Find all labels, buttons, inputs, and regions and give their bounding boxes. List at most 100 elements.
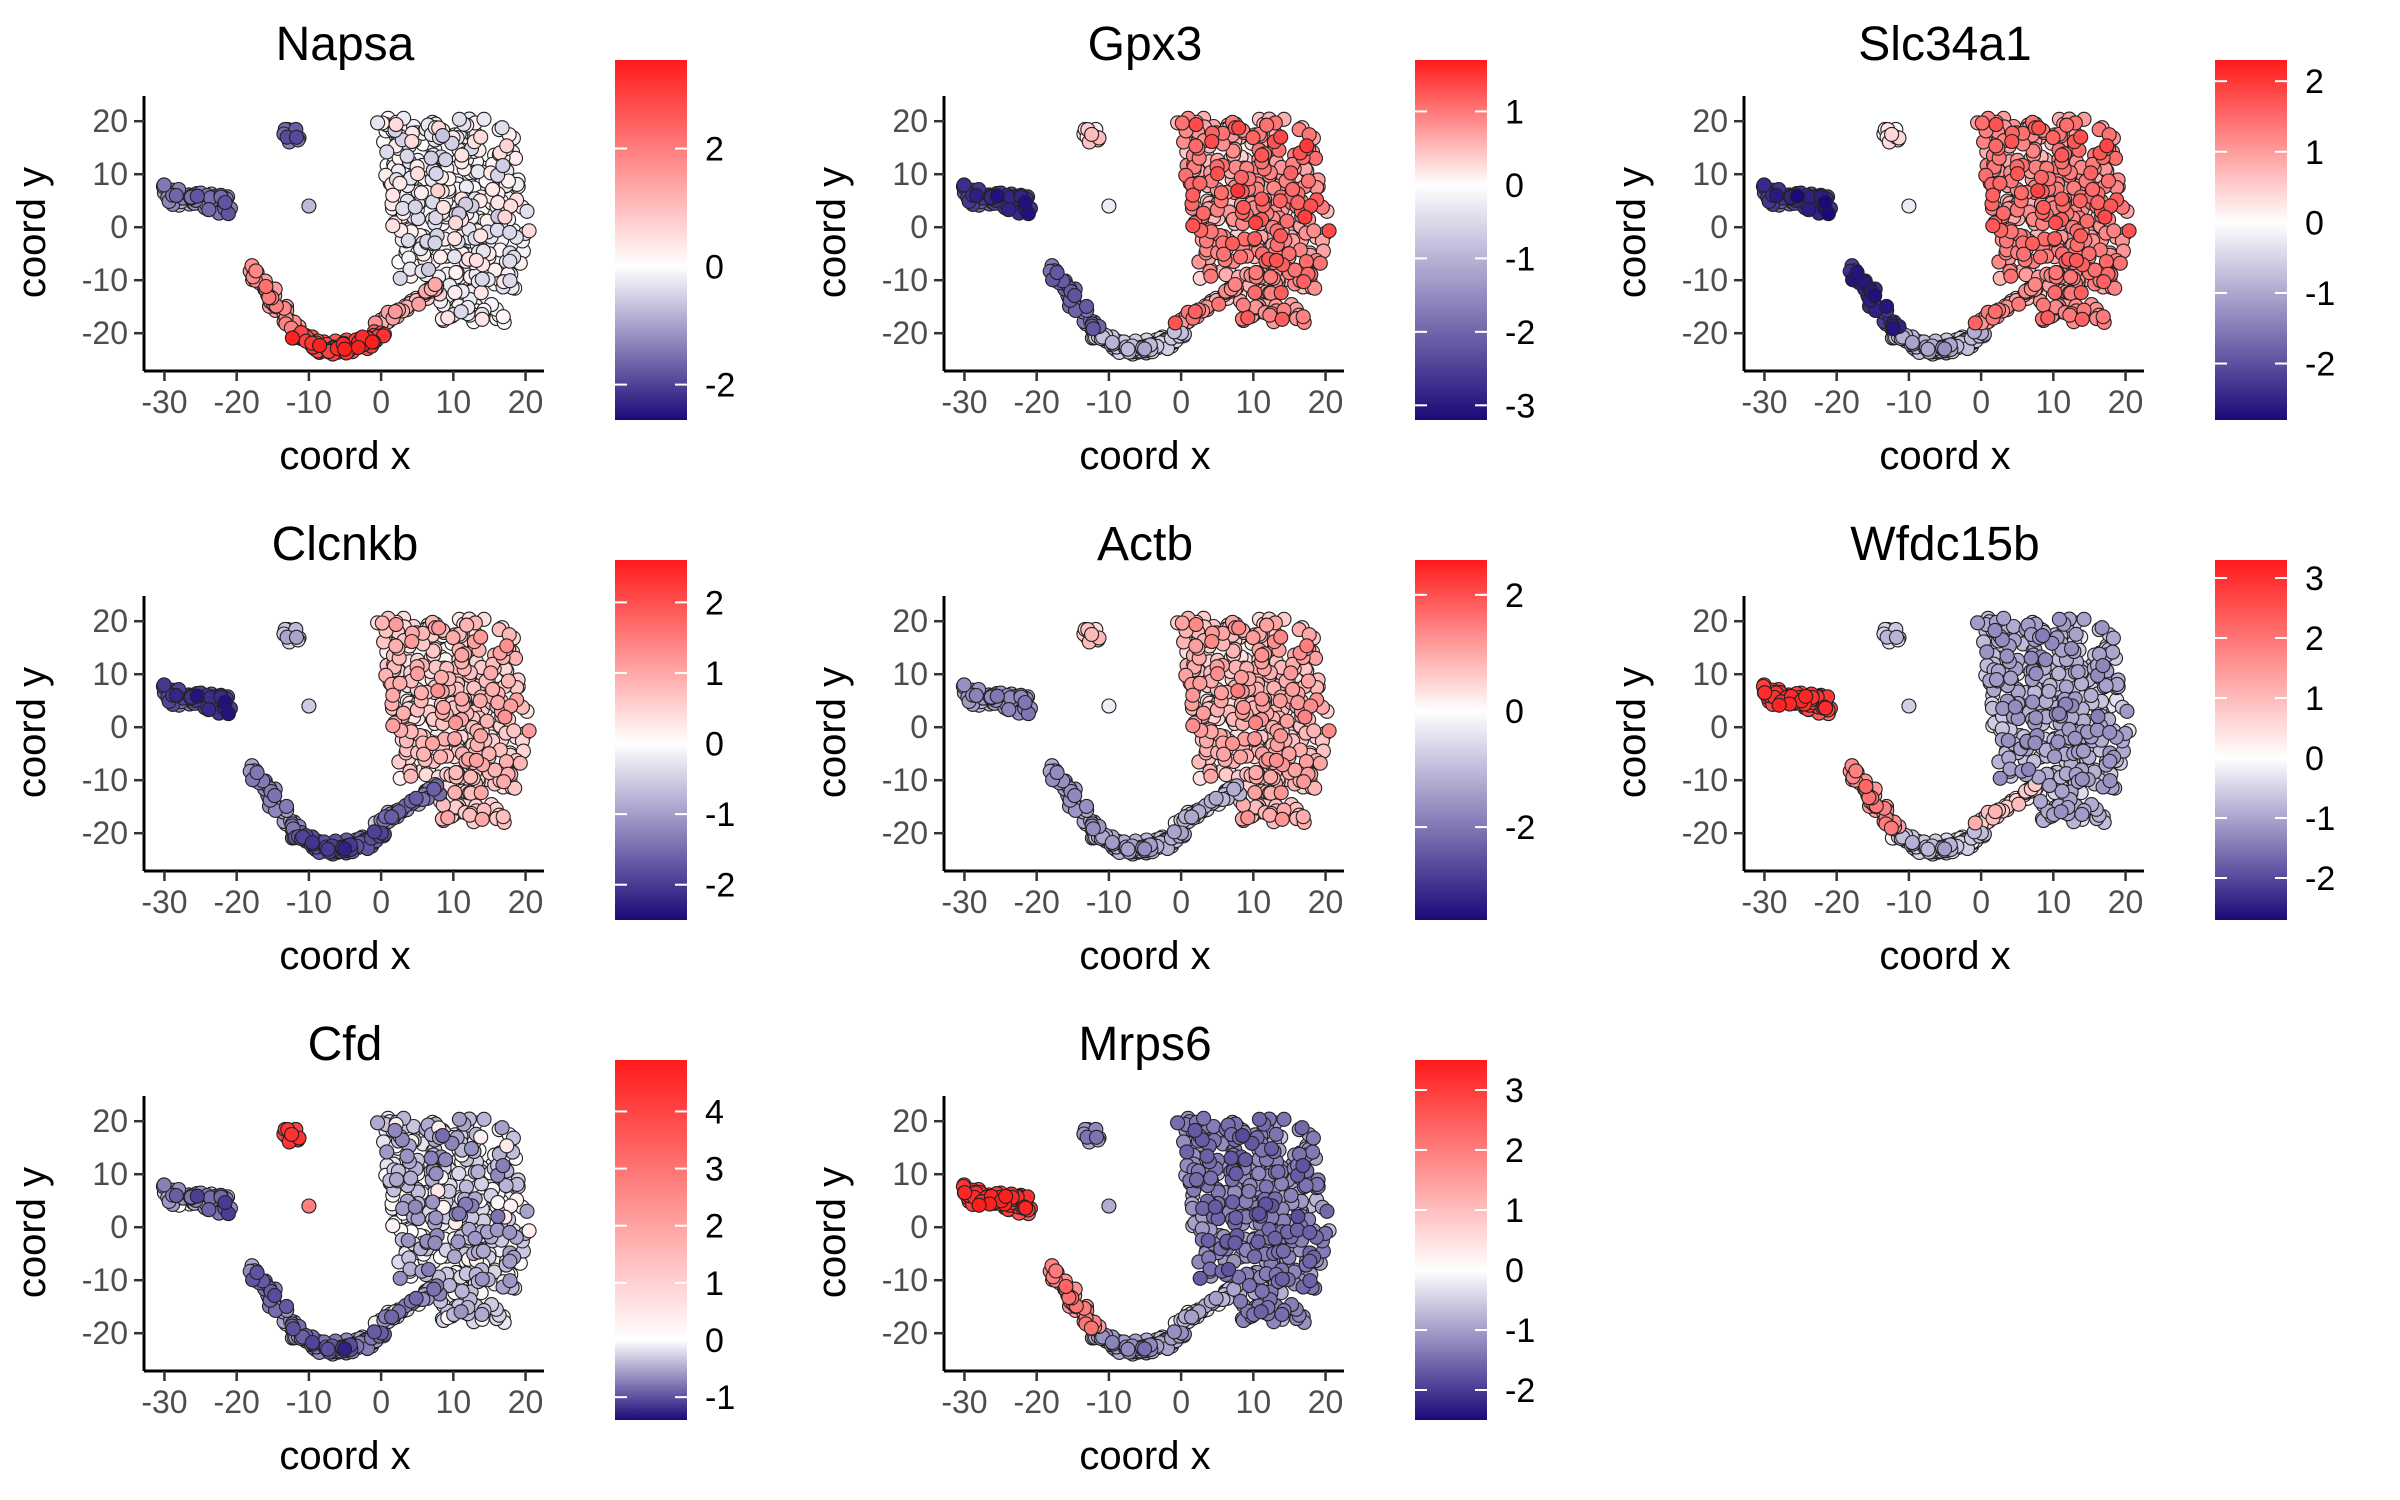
scatter-point	[1274, 311, 1290, 327]
scatter-point	[2035, 297, 2051, 313]
scatter-point	[502, 273, 518, 289]
scatter-point	[433, 669, 449, 685]
scatter-point	[459, 617, 475, 633]
scatter-point	[1296, 774, 1312, 790]
scatter-point	[470, 164, 486, 180]
scatter-point	[426, 781, 442, 797]
scatter-point	[1232, 749, 1249, 765]
x-axis-label: coord x	[1079, 934, 1210, 978]
scatter-point	[1085, 321, 1101, 337]
colorbar-tick-label: -3	[1505, 387, 1535, 425]
y-tick-label: -10	[1682, 762, 1728, 798]
scatter-point	[1296, 274, 1312, 290]
scatter-point	[1230, 683, 1246, 699]
x-tick-label: -10	[1086, 884, 1132, 920]
scatter-point	[435, 699, 451, 715]
x-tick-label: 20	[508, 384, 544, 420]
scatter-point	[1771, 697, 1787, 713]
scatter-point	[1224, 735, 1241, 752]
colorbar-tick-label: -1	[1505, 240, 1535, 278]
y-tick-label: 0	[110, 709, 128, 745]
scatter-point	[448, 265, 464, 281]
scatter-point	[2112, 255, 2128, 271]
scatter-point	[1226, 781, 1242, 797]
scatter-point	[1067, 288, 1083, 304]
scatter-point	[1208, 790, 1224, 806]
scatter-point	[1017, 194, 1033, 211]
scatter-point	[495, 309, 511, 325]
scatter-point	[447, 785, 463, 801]
scatter-point	[1233, 169, 1249, 185]
x-axis-label: coord x	[1079, 434, 1210, 478]
scatter-point	[288, 129, 305, 145]
scatter-point	[2095, 658, 2111, 674]
x-tick-label: 20	[1308, 384, 1344, 420]
scatter-point	[2054, 191, 2070, 207]
scatter-point	[1204, 633, 1220, 650]
scatter-point	[1259, 117, 1275, 133]
scatter-point	[956, 677, 972, 693]
scatter-point	[435, 199, 451, 215]
scatter-point	[495, 809, 511, 825]
scatter-point	[427, 235, 443, 251]
x-tick-label: 0	[1972, 384, 1990, 420]
scatter-point	[1285, 181, 1301, 197]
scatter-point	[1321, 723, 1337, 739]
scatter-point	[388, 116, 404, 133]
scatter-point	[1988, 116, 2004, 133]
scatter-point	[249, 764, 265, 781]
scatter-point	[388, 616, 404, 633]
scatter-point	[432, 749, 449, 765]
scatter-point	[2040, 310, 2056, 326]
scatter-point	[1988, 138, 2004, 154]
scatter-point	[989, 688, 1005, 704]
scatter-point	[1001, 202, 1017, 218]
y-tick-label: -10	[882, 262, 928, 298]
scatter-point	[427, 276, 443, 293]
scatter-point	[472, 693, 488, 709]
scatter-point	[1259, 617, 1275, 633]
scatter-point	[1904, 834, 1920, 851]
scatter-point	[1195, 705, 1211, 721]
scatter-point	[489, 222, 505, 238]
scatter-point	[1992, 770, 2008, 786]
scatter-point	[1999, 648, 2015, 664]
x-tick-label: 10	[436, 384, 472, 420]
scatter-point	[1204, 133, 1220, 150]
scatter-point	[1274, 811, 1290, 827]
scatter-point	[521, 723, 537, 739]
scatter-point	[1185, 187, 1201, 203]
scatter-point	[447, 231, 463, 247]
scatter-point	[2041, 683, 2057, 699]
scatter-point	[1049, 764, 1065, 781]
y-axis-label: coord y	[10, 167, 54, 298]
colorbar-tick-label: -2	[2305, 346, 2335, 384]
scatter-point	[1248, 215, 1264, 231]
scatter-point	[1295, 309, 1311, 325]
scatter-point	[350, 339, 366, 356]
x-tick-label: -20	[1014, 884, 1060, 920]
scatter-point	[2095, 309, 2111, 325]
scatter-point	[2068, 626, 2084, 642]
scatter-point	[1248, 715, 1264, 731]
scatter-point	[437, 152, 454, 168]
scatter-point	[2027, 735, 2043, 751]
scatter-point	[1104, 834, 1120, 851]
scatter-point	[301, 698, 317, 714]
x-tick-label: 10	[2036, 384, 2072, 420]
scatter-point	[370, 115, 386, 131]
scatter-point	[448, 215, 464, 231]
scatter-point	[1988, 672, 2005, 688]
scatter-point	[410, 166, 426, 182]
scatter-point	[2073, 228, 2089, 244]
x-tick-label: 20	[508, 884, 544, 920]
scatter-point	[1878, 298, 1895, 314]
scatter-point	[1230, 183, 1246, 199]
scatter-point	[431, 620, 447, 636]
scatter-point	[485, 181, 501, 197]
scatter-points	[155, 1110, 537, 1362]
scatter-point	[2090, 195, 2106, 211]
x-tick-label: 0	[1972, 884, 1990, 920]
